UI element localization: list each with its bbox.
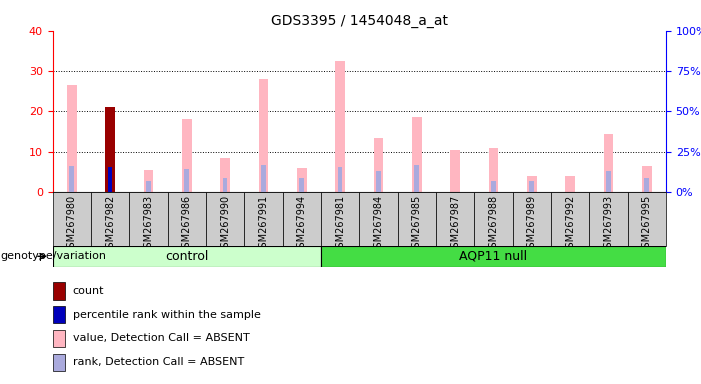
- Text: GSM267994: GSM267994: [297, 195, 307, 254]
- Text: GSM267989: GSM267989: [526, 195, 537, 254]
- Text: GSM267985: GSM267985: [411, 195, 422, 254]
- Bar: [604, 134, 613, 192]
- Title: GDS3395 / 1454048_a_at: GDS3395 / 1454048_a_at: [271, 14, 448, 28]
- Bar: [168, 192, 206, 246]
- Bar: [338, 167, 342, 192]
- Bar: [527, 176, 536, 192]
- Text: GSM267995: GSM267995: [642, 195, 652, 254]
- Bar: [299, 178, 304, 192]
- Text: GSM267984: GSM267984: [374, 195, 383, 254]
- Text: GSM267987: GSM267987: [450, 195, 460, 254]
- Bar: [627, 192, 666, 246]
- Bar: [223, 178, 227, 192]
- Bar: [374, 137, 383, 192]
- Text: count: count: [73, 286, 104, 296]
- Text: GSM267991: GSM267991: [259, 195, 268, 254]
- Bar: [512, 192, 551, 246]
- Bar: [491, 181, 496, 192]
- Bar: [67, 85, 76, 192]
- Bar: [397, 192, 436, 246]
- Bar: [53, 354, 65, 371]
- Bar: [259, 79, 268, 192]
- Bar: [69, 166, 74, 192]
- Text: AQP11 null: AQP11 null: [459, 250, 527, 263]
- Text: rank, Detection Call = ABSENT: rank, Detection Call = ABSENT: [73, 357, 244, 367]
- Bar: [642, 166, 651, 192]
- Bar: [489, 148, 498, 192]
- Bar: [108, 167, 112, 192]
- Text: GSM267992: GSM267992: [565, 195, 575, 254]
- Bar: [220, 158, 230, 192]
- Bar: [261, 165, 266, 192]
- Text: percentile rank within the sample: percentile rank within the sample: [73, 310, 261, 320]
- Text: GSM267981: GSM267981: [335, 195, 345, 254]
- Bar: [297, 168, 306, 192]
- Bar: [412, 118, 421, 192]
- Bar: [105, 107, 115, 192]
- Bar: [144, 170, 154, 192]
- Bar: [53, 283, 65, 300]
- Bar: [551, 192, 590, 246]
- Bar: [335, 61, 345, 192]
- Bar: [590, 192, 627, 246]
- Text: GSM267983: GSM267983: [144, 195, 154, 254]
- Bar: [283, 192, 321, 246]
- Bar: [436, 192, 475, 246]
- Text: GSM267980: GSM267980: [67, 195, 76, 254]
- Bar: [91, 192, 129, 246]
- Text: GSM267982: GSM267982: [105, 195, 115, 254]
- Text: GSM267990: GSM267990: [220, 195, 230, 254]
- Bar: [184, 169, 189, 192]
- Bar: [644, 178, 649, 192]
- Bar: [206, 192, 244, 246]
- Bar: [606, 171, 611, 192]
- Bar: [129, 192, 168, 246]
- Bar: [359, 192, 397, 246]
- Bar: [529, 181, 534, 192]
- Bar: [53, 306, 65, 323]
- Bar: [244, 192, 283, 246]
- Text: control: control: [165, 250, 208, 263]
- Text: GSM267993: GSM267993: [604, 195, 613, 254]
- Text: GSM267986: GSM267986: [182, 195, 192, 254]
- Bar: [105, 107, 115, 192]
- Text: genotype/variation: genotype/variation: [1, 251, 107, 262]
- Bar: [108, 167, 112, 192]
- Bar: [321, 192, 359, 246]
- Bar: [565, 176, 575, 192]
- Bar: [53, 192, 91, 246]
- Text: GSM267988: GSM267988: [489, 195, 498, 254]
- Bar: [376, 171, 381, 192]
- Bar: [182, 119, 191, 192]
- Bar: [53, 246, 321, 267]
- Bar: [475, 192, 512, 246]
- Bar: [53, 330, 65, 347]
- Bar: [450, 150, 460, 192]
- Bar: [414, 166, 419, 192]
- Text: value, Detection Call = ABSENT: value, Detection Call = ABSENT: [73, 333, 250, 343]
- Bar: [321, 246, 666, 267]
- Bar: [146, 181, 151, 192]
